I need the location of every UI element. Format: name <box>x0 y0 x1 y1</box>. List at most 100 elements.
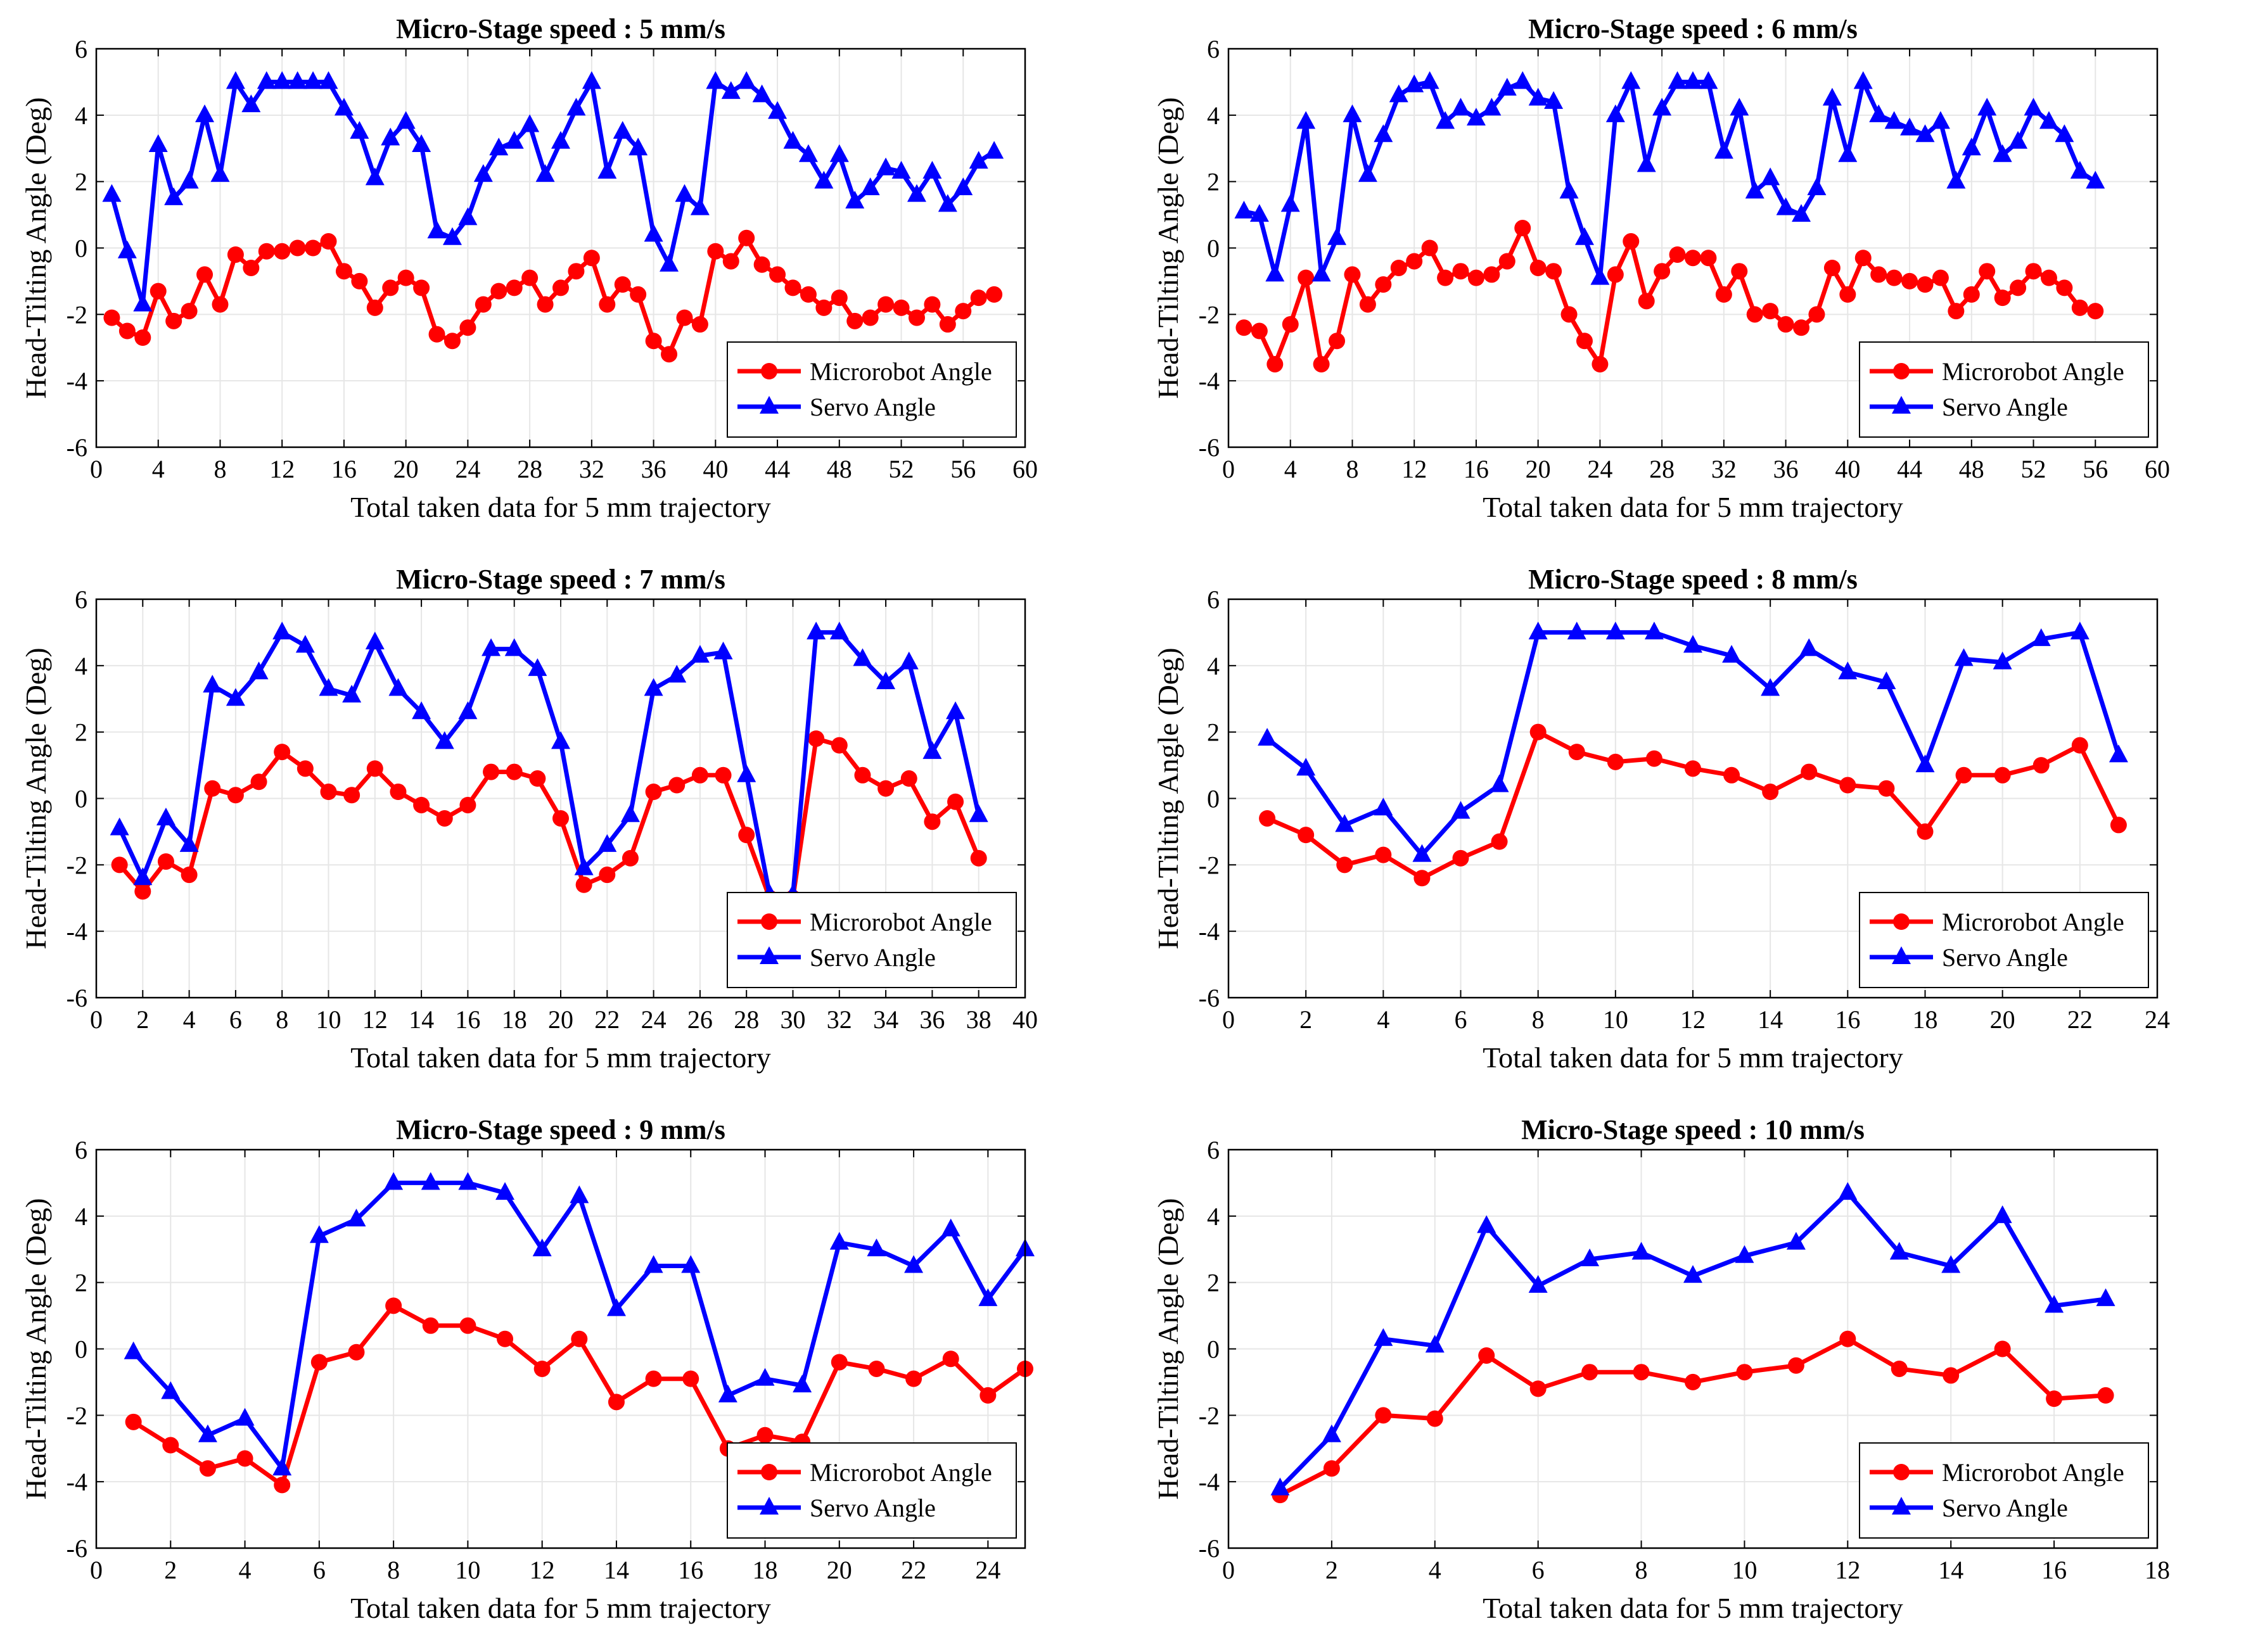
microrobot-angle-point <box>970 849 987 867</box>
servo-angle-point <box>1451 98 1471 116</box>
microrobot-angle-point <box>552 810 569 827</box>
microrobot-angle-point <box>1467 269 1484 286</box>
microrobot-angle-point <box>212 296 229 313</box>
x-tick-label: 24 <box>975 1556 1000 1584</box>
servo-angle-point <box>1270 1477 1290 1496</box>
servo-angle-point <box>690 645 710 663</box>
legend-servo-marker <box>1892 396 1911 414</box>
servo-angle-point <box>1869 104 1889 122</box>
servo-angle-point <box>1374 124 1393 143</box>
servo-angle-point <box>1466 108 1486 126</box>
x-tick-label: 44 <box>1897 455 1922 483</box>
servo-angle-point <box>489 137 509 156</box>
legend: Microrobot Angle Servo Angle <box>727 341 1017 438</box>
y-tick-label: 2 <box>75 168 87 196</box>
chart-panel-10mms: 0 2 4 6 8 10 12 14 16 18 -6 -4 -2 0 2 4 6 Microrobot Angl… <box>1132 1101 2264 1651</box>
microrobot-angle-point <box>552 279 569 296</box>
microrobot-angle-point <box>305 239 322 257</box>
microrobot-angle-point <box>846 312 864 329</box>
servo-angle-point <box>2070 621 2090 640</box>
microrobot-angle-point <box>390 784 407 801</box>
x-tick-label: 0 <box>90 1556 103 1584</box>
y-tick-label: -6 <box>67 984 87 1012</box>
microrobot-angle-point <box>1839 1330 1856 1347</box>
chart-title: Micro-Stage speed : 8 mm/s <box>1528 564 1858 595</box>
microrobot-angle-point <box>1498 253 1515 270</box>
servo-angle-point <box>1436 111 1455 129</box>
microrobot-angle-point <box>831 737 848 754</box>
servo-angle-point <box>922 741 942 759</box>
servo-angle-point <box>574 857 594 875</box>
y-axis-label: Head-Tilting Angle (Deg) <box>1152 647 1184 949</box>
microrobot-angle-point <box>250 773 267 791</box>
microrobot-angle-point <box>1251 322 1268 340</box>
servo-angle-point <box>156 807 175 825</box>
x-tick-label: 2 <box>136 1005 149 1034</box>
y-tick-label: 6 <box>75 1136 87 1164</box>
microrobot-angle-point <box>1607 753 1624 770</box>
y-tick-label: -4 <box>1199 367 1220 395</box>
legend-box <box>1859 341 2149 438</box>
servo-angle-point <box>347 1209 366 1227</box>
x-tick-label: 28 <box>734 1005 759 1034</box>
microrobot-angle-point <box>955 303 972 320</box>
y-tick-label: -2 <box>1199 851 1220 879</box>
microrobot-angle-point <box>630 286 647 303</box>
servo-angle-point <box>1915 754 1935 773</box>
microrobot-angle-point <box>2010 279 2027 296</box>
legend-microrobot-label: Microrobot Angle <box>1942 908 2124 936</box>
y-tick-label: 0 <box>1207 785 1220 813</box>
servo-angle-point <box>566 98 586 116</box>
microrobot-angle-point <box>1452 263 1469 280</box>
servo-angle-point <box>133 293 153 312</box>
microrobot-angle-point <box>831 1354 848 1371</box>
microrobot-angle-point <box>800 286 817 303</box>
y-tick-label: -4 <box>67 367 87 395</box>
microrobot-angle-point <box>111 856 128 874</box>
y-tick-label: 4 <box>1207 652 1220 680</box>
servo-angle-point <box>907 184 926 202</box>
x-tick-label: 24 <box>1587 455 1612 483</box>
microrobot-angle-point <box>397 269 414 286</box>
servo-angle-point <box>195 104 215 122</box>
servo-angle-point <box>198 1424 217 1442</box>
x-tick-label: 20 <box>1990 1005 2015 1034</box>
servo-angle-point <box>1280 194 1300 212</box>
servo-angle-point <box>442 227 462 245</box>
x-tick-label: 10 <box>316 1005 341 1034</box>
microrobot-angle-point <box>533 1360 551 1377</box>
servo-angle-point <box>1889 1242 1909 1260</box>
microrobot-angle-point <box>1329 333 1346 350</box>
servo-angle-line <box>110 79 995 307</box>
x-tick-label: 0 <box>1222 1005 1235 1034</box>
y-tick-label: 4 <box>1207 101 1220 130</box>
microrobot-angle-point <box>815 299 833 316</box>
servo-angle-point <box>1405 74 1424 92</box>
microrobot-angle-point <box>1633 1364 1650 1381</box>
y-axis-label: Head-Tilting Angle (Deg) <box>20 1198 52 1499</box>
servo-angle-point <box>161 1381 181 1399</box>
chart-title: Micro-Stage speed : 5 mm/s <box>396 13 725 44</box>
servo-angle-point <box>1993 651 2012 670</box>
servo-angle-point <box>1497 77 1517 96</box>
servo-angle-point <box>1258 728 1277 746</box>
microrobot-angle-point <box>1801 763 1818 780</box>
legend-servo-marker <box>1892 946 1911 964</box>
microrobot-angle-point <box>1313 355 1330 372</box>
servo-angle-point <box>1962 137 1981 156</box>
x-tick-label: 8 <box>1346 455 1358 483</box>
servo-angle-point <box>388 678 408 696</box>
y-tick-label: 6 <box>1207 35 1220 63</box>
microrobot-angle-point <box>808 730 825 747</box>
microrobot-angle-point <box>297 760 314 777</box>
servo-angle-point <box>2055 124 2074 143</box>
servo-angle-point <box>473 164 493 182</box>
servo-angle-point <box>1513 71 1533 89</box>
x-tick-label: 10 <box>1603 1005 1628 1034</box>
servo-angle-point <box>1590 267 1610 285</box>
microrobot-angle-point <box>1576 333 1593 350</box>
chart-panel-7mms: 0 2 4 6 8 10 12 14 16 18 20 22 24 26 28 30 32 34 36 38 40 -6-… <box>0 550 1132 1101</box>
y-tick-label: -4 <box>1199 917 1220 946</box>
servo-angle-point <box>1412 844 1432 862</box>
servo-angle-point <box>381 127 400 146</box>
